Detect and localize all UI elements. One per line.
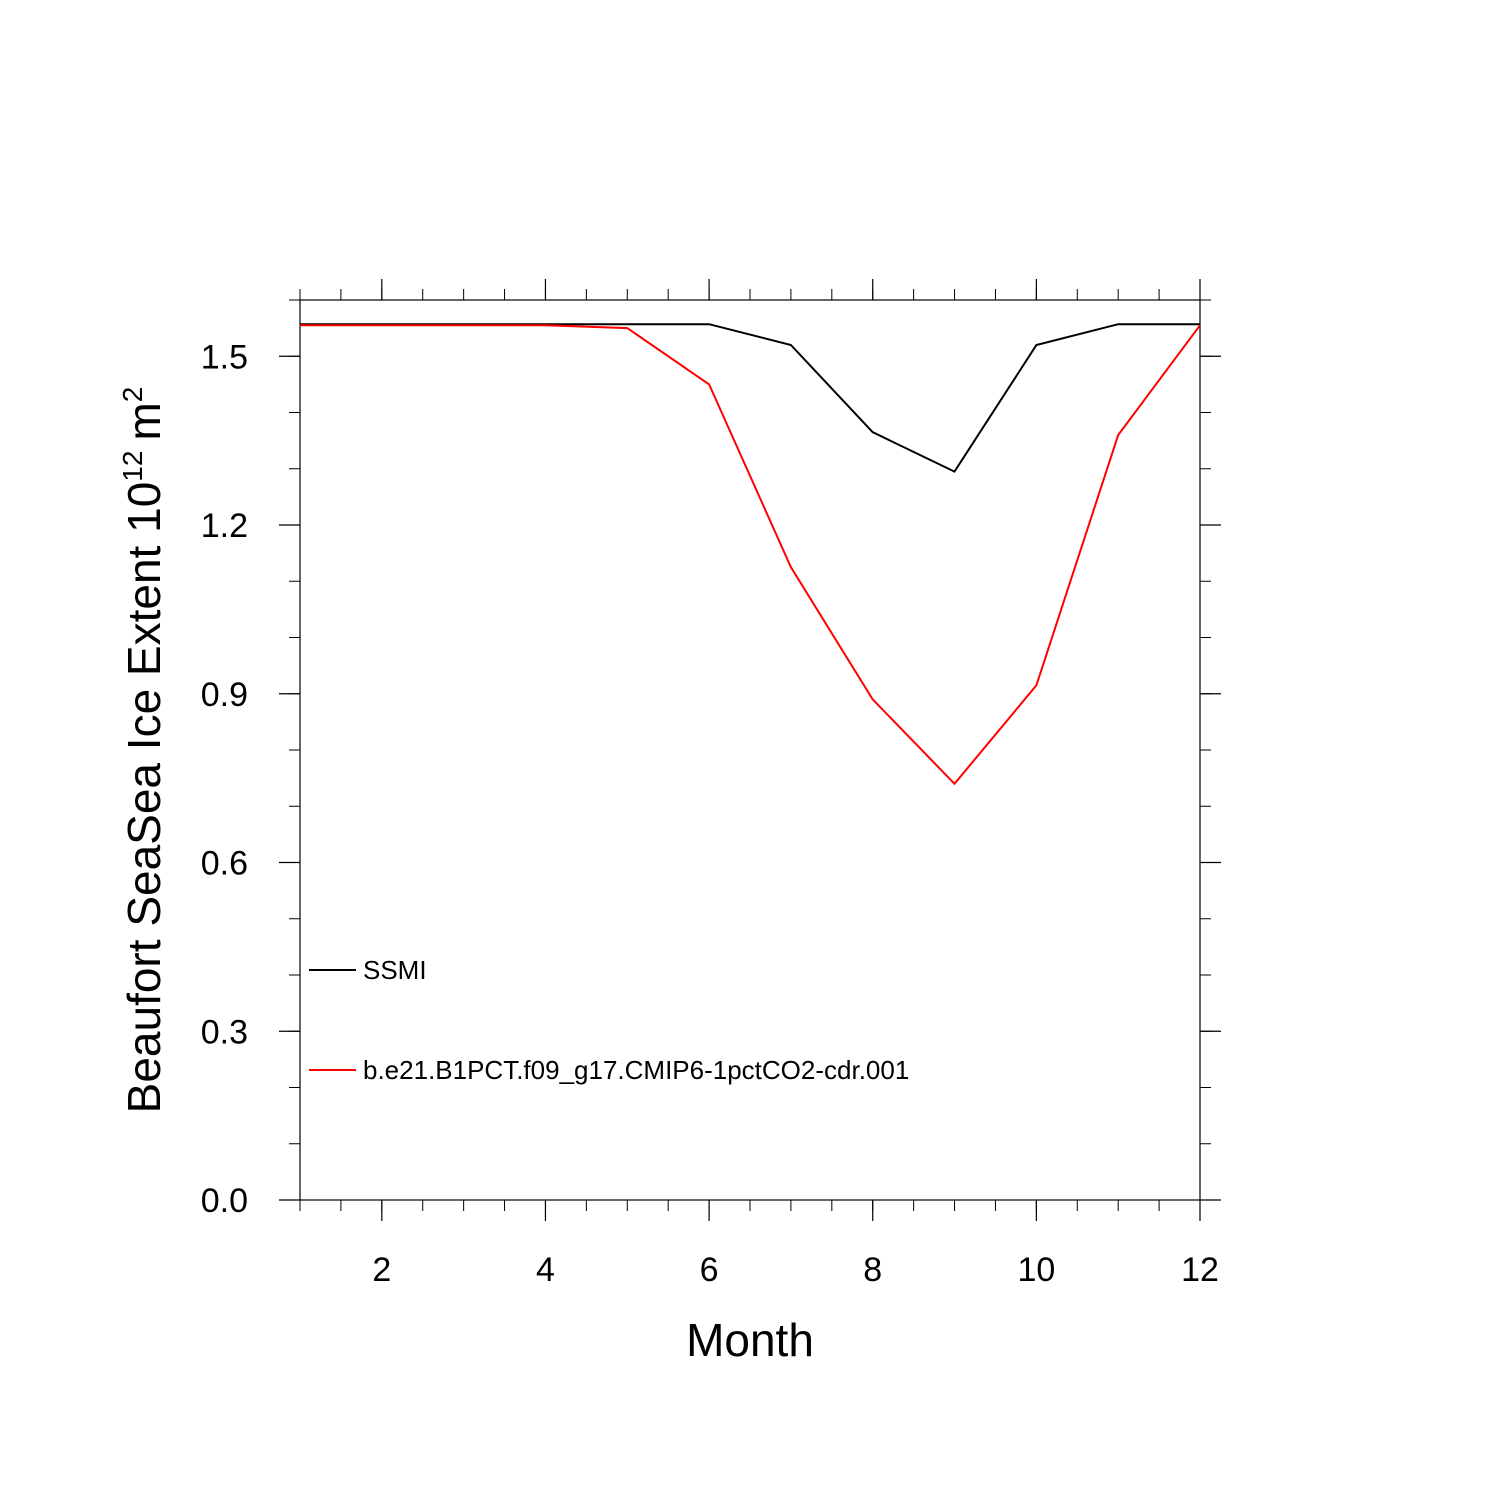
legend: SSMI b.e21.B1PCT.f09_g17.CMIP6-1pctCO2-cd… xyxy=(309,955,909,1085)
x-tick-label: 2 xyxy=(372,1251,391,1289)
y-axis-title: Beaufort SeaSea Ice Extent 1012 m2 xyxy=(117,387,170,1114)
y-tick-label: 1.5 xyxy=(201,338,248,376)
y-axis-title-unit: m xyxy=(118,402,170,440)
x-tick-label: 6 xyxy=(700,1251,719,1289)
series-line-ssmi xyxy=(300,323,1200,473)
y-tick-label: 0.0 xyxy=(201,1182,248,1220)
y-tick-label: 0.9 xyxy=(201,676,248,714)
legend-label: SSMI xyxy=(363,955,427,985)
x-tick-label: 4 xyxy=(536,1251,555,1289)
series-lines xyxy=(300,323,1201,786)
y-tick-label: 0.3 xyxy=(201,1013,248,1051)
x-tick-label: 8 xyxy=(863,1251,882,1289)
x-tick-label: 10 xyxy=(1017,1251,1055,1289)
y-axis-title-main: Beaufort SeaSea Ice Extent 10 xyxy=(118,482,170,1114)
legend-label: b.e21.B1PCT.f09_g17.CMIP6-1pctCO2-cdr.00… xyxy=(363,1055,909,1085)
major-ticks xyxy=(279,279,1221,1221)
y-axis-title-exponent: 12 xyxy=(117,451,148,482)
y-tick-label: 0.6 xyxy=(201,845,248,883)
x-axis-title: Month xyxy=(686,1314,814,1366)
x-tick-label: 12 xyxy=(1181,1251,1219,1289)
series-line-model xyxy=(300,324,1201,786)
y-tick-labels: 0.0 0.3 0.6 0.9 1.2 1.5 xyxy=(201,338,248,1220)
y-axis-title-unit-exponent: 2 xyxy=(117,387,148,403)
y-tick-label: 1.2 xyxy=(201,507,248,545)
x-tick-labels: 2 4 6 8 10 12 xyxy=(372,1251,1219,1289)
